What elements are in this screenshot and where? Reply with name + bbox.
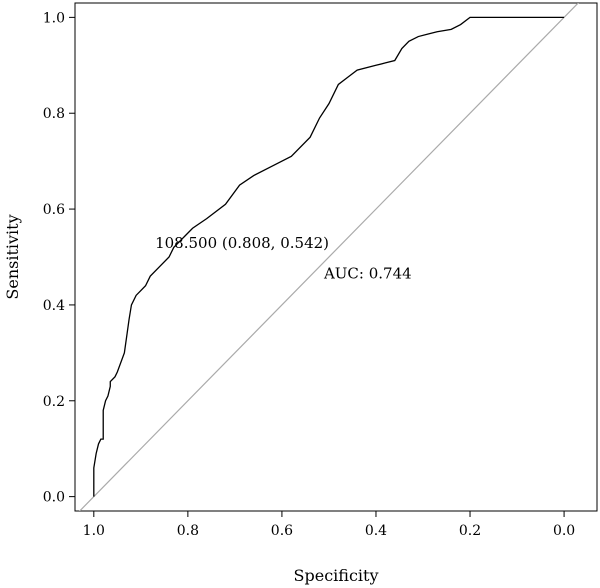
y-axis: 0.0 0.2 0.4 0.6 0.8 1.0 — [43, 10, 75, 506]
x-axis: 1.0 0.8 0.6 0.4 0.2 0.0 — [83, 511, 575, 539]
x-tick-label: 0.4 — [365, 523, 387, 539]
x-tick-label: 0.0 — [553, 523, 575, 539]
y-tick-label: 0.0 — [43, 490, 65, 506]
plot-area — [74, 2, 598, 512]
reference-diagonal — [78, 3, 580, 511]
y-tick-label: 0.6 — [43, 202, 65, 218]
threshold-annotation: 108.500 (0.808, 0.542) — [155, 234, 329, 252]
y-tick-label: 0.2 — [43, 394, 65, 410]
x-tick-label: 0.2 — [459, 523, 481, 539]
x-tick-label: 0.6 — [271, 523, 293, 539]
x-tick-label: 1.0 — [83, 523, 105, 539]
x-axis-title: Specificity — [294, 566, 379, 585]
y-tick-label: 0.8 — [43, 106, 65, 122]
roc-curve — [93, 16, 565, 497]
auc-annotation: AUC: 0.744 — [323, 264, 412, 282]
y-axis-title: Sensitivity — [3, 214, 22, 299]
y-tick-label: 1.0 — [43, 10, 65, 26]
y-tick-label: 0.4 — [43, 298, 65, 314]
x-tick-label: 0.8 — [177, 523, 199, 539]
annotations: 108.500 (0.808, 0.542) AUC: 0.744 — [155, 234, 412, 283]
